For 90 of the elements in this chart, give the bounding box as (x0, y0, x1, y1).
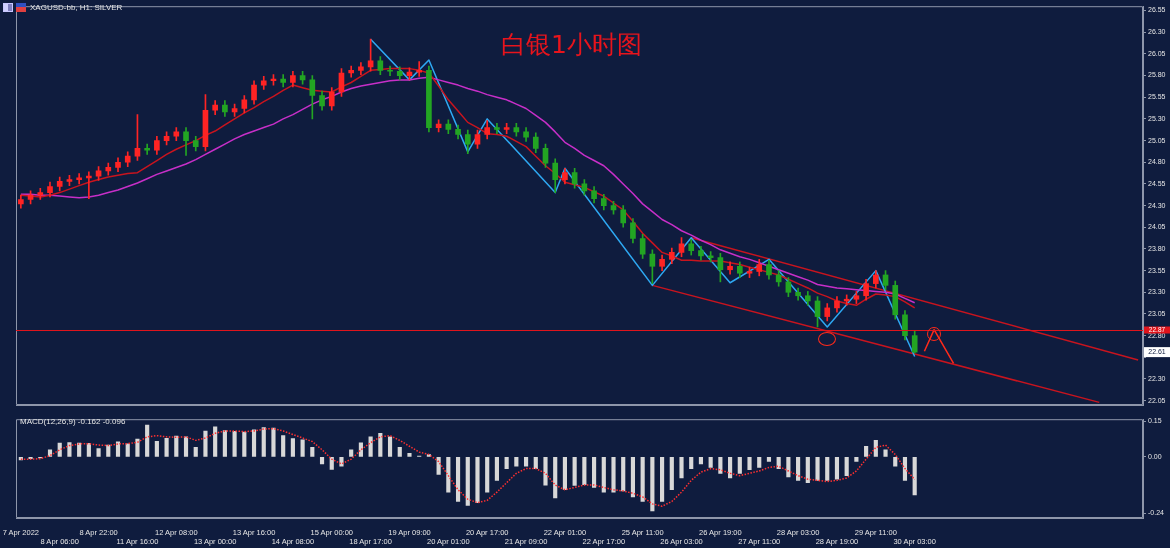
bar (543, 457, 548, 486)
bar (251, 429, 257, 457)
bar (407, 452, 412, 457)
bar (523, 457, 529, 467)
bar (339, 457, 344, 467)
bar (106, 444, 111, 457)
bar (562, 457, 568, 491)
bar (164, 437, 169, 457)
bar (844, 457, 849, 476)
bar (854, 457, 859, 462)
bar (834, 457, 840, 480)
bar (329, 457, 334, 470)
chart-subtitle: XAGUSD-bb, H1: SILVER (30, 3, 123, 12)
line-series (20, 427, 916, 507)
bar (174, 435, 179, 457)
bar (621, 457, 626, 492)
bar (514, 457, 519, 467)
bar (650, 457, 655, 512)
bar (630, 457, 636, 498)
bar (57, 442, 62, 457)
bar (737, 457, 742, 474)
bar (864, 445, 869, 457)
bar (271, 427, 276, 457)
bar (698, 457, 704, 465)
bar (86, 443, 91, 457)
bar (183, 436, 189, 457)
bar (368, 436, 373, 457)
bar (689, 457, 694, 469)
bar (446, 457, 451, 493)
bar (242, 431, 247, 457)
bar (679, 457, 684, 479)
bar (96, 448, 101, 457)
bar (708, 457, 713, 468)
bar (193, 447, 198, 457)
bar (553, 457, 558, 499)
bar (67, 442, 72, 457)
bar (135, 438, 140, 457)
bar (387, 436, 393, 457)
bar (213, 426, 218, 457)
bar (77, 442, 82, 457)
bar (611, 457, 616, 493)
bar (825, 457, 830, 481)
bar (349, 449, 354, 457)
bar (115, 441, 121, 457)
bar (319, 457, 325, 465)
bar (718, 457, 723, 474)
bar (281, 435, 286, 457)
bar (747, 457, 752, 471)
bar (766, 457, 772, 462)
bar (883, 449, 888, 457)
bar (261, 427, 266, 457)
bar (310, 447, 315, 457)
bar (805, 457, 810, 484)
bar (504, 457, 509, 469)
bar (494, 457, 499, 481)
bar (873, 440, 878, 457)
bar (591, 457, 597, 488)
bar (796, 457, 801, 481)
bar (203, 430, 208, 457)
bar (154, 440, 159, 457)
bar (786, 457, 791, 478)
bar (145, 424, 150, 457)
bar (893, 457, 898, 467)
bar (815, 457, 820, 481)
bar (222, 430, 227, 457)
bar (232, 431, 237, 457)
bar (669, 457, 674, 491)
bar (300, 439, 305, 457)
bar (436, 457, 441, 475)
text: 白银1小时图 (500, 29, 643, 61)
bar (378, 432, 383, 457)
chart-title: MACD(12,26,9) -0.162 -0.096 (20, 417, 126, 426)
bar (601, 457, 606, 493)
bar (455, 457, 461, 502)
bar (660, 457, 665, 502)
bar (572, 457, 577, 486)
bar (728, 457, 733, 479)
bar (475, 457, 480, 504)
bar (582, 457, 587, 485)
bar (125, 443, 130, 457)
bar (533, 457, 538, 469)
bar (465, 457, 470, 506)
bar (397, 447, 402, 457)
bar (290, 438, 295, 457)
bar (358, 442, 363, 457)
bar (757, 457, 762, 468)
bar (640, 457, 645, 502)
bar (902, 457, 908, 481)
bar (485, 457, 490, 493)
bar (912, 457, 917, 496)
